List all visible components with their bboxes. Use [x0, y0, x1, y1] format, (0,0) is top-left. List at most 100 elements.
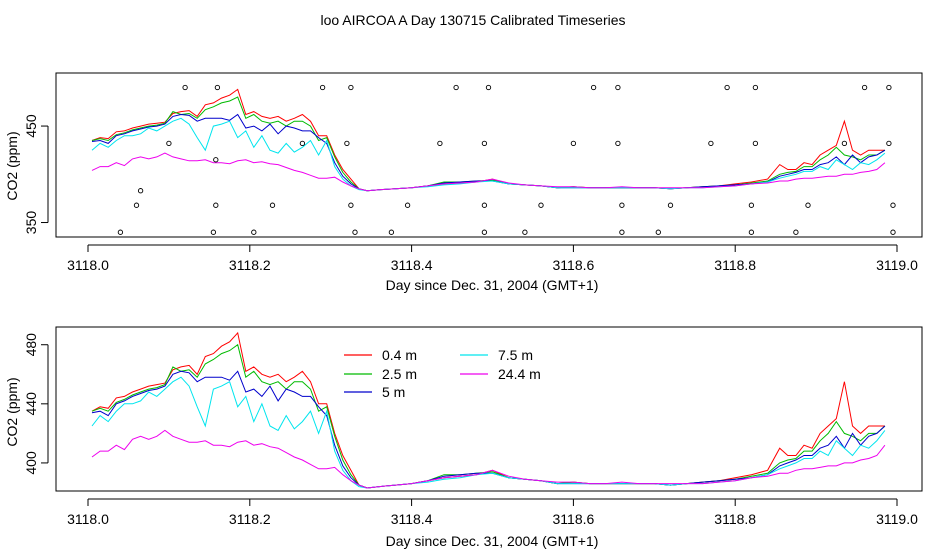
marker-point [137, 188, 144, 194]
y-tick-label: 350 [23, 211, 39, 235]
marker-point [485, 84, 492, 91]
top-series-group [91, 88, 886, 192]
x-tick-label: 3118.0 [67, 511, 109, 527]
marker-point [481, 140, 488, 147]
series-line-2-5-m [91, 96, 886, 192]
series-line-0-4-m [91, 88, 885, 192]
y-tick-label: 480 [23, 333, 39, 357]
marker-point [538, 202, 544, 208]
bottom-y-axis: 400 440 480 [23, 333, 49, 475]
marker-point [886, 140, 892, 147]
bottom-x-axis: 3118.0 3118.2 3118.4 3118.6 3118.8 3119.0 [67, 498, 918, 527]
marker-point [117, 229, 124, 235]
x-tick-label: 3118.2 [229, 257, 271, 273]
series-line-0-4-m [91, 331, 885, 489]
x-tick-label: 3118.8 [714, 257, 756, 273]
bottom-y-axis-label: CO2 (ppm) [4, 377, 20, 446]
x-tick-label: 3119.0 [876, 511, 918, 527]
series-line-24-4-m [91, 152, 886, 192]
marker-point [269, 202, 276, 208]
marker-point [352, 229, 358, 235]
x-tick-label: 3118.0 [67, 257, 109, 273]
bottom-series-group [91, 331, 886, 489]
marker-point [344, 140, 350, 147]
marker-point [214, 84, 221, 91]
series-line-2-5-m [91, 343, 886, 489]
marker-point [619, 229, 625, 235]
x-tick-label: 3118.8 [714, 511, 756, 527]
top-panel: 3118.0 3118.2 3118.4 3118.6 3118.8 3119.0 350… [4, 72, 923, 293]
marker-point [522, 229, 528, 235]
marker-point [841, 140, 848, 147]
marker-point [388, 229, 395, 235]
marker-point [590, 84, 597, 91]
marker-point [752, 84, 759, 91]
marker-point [708, 140, 714, 147]
marker-point [404, 202, 411, 208]
y-tick-label: 440 [23, 392, 39, 416]
marker-point [890, 229, 896, 235]
marker-point [619, 202, 625, 208]
marker-point [348, 84, 354, 91]
marker-point [655, 229, 661, 235]
marker-point [615, 140, 621, 147]
marker-point [667, 202, 674, 208]
top-x-axis: 3118.0 3118.2 3118.4 3118.6 3118.8 3119.0 [67, 244, 918, 273]
marker-point [615, 84, 621, 91]
marker-point [210, 229, 217, 235]
x-tick-label: 3118.4 [391, 257, 433, 273]
marker-point [213, 202, 219, 208]
marker-point [805, 202, 811, 208]
marker-point [481, 229, 488, 235]
legend-label: 0.4 m [382, 347, 417, 363]
marker-point [890, 202, 896, 208]
bottom-plot-frame [55, 326, 923, 492]
marker-point [793, 229, 799, 235]
marker-point [133, 202, 140, 208]
bottom-panel: 3118.0 3118.2 3118.4 3118.6 3118.8 3119.0 400… [4, 326, 923, 549]
legend-item: 5 m [344, 384, 405, 400]
top-x-axis-label: Day since Dec. 31, 2004 (GMT+1) [386, 277, 599, 293]
legend-item: 0.4 m [344, 347, 417, 363]
top-plot-frame [55, 72, 923, 238]
marker-point [752, 140, 759, 147]
marker-point [299, 140, 306, 147]
marker-point [437, 140, 443, 147]
marker-point [166, 140, 172, 147]
y-tick-label: 450 [23, 114, 39, 138]
marker-point [481, 202, 488, 208]
legend-item: 7.5 m [460, 347, 533, 363]
legend-label: 5 m [382, 384, 405, 400]
legend-item: 24.4 m [460, 366, 541, 382]
x-tick-label: 3118.6 [553, 257, 595, 273]
x-tick-label: 3118.2 [229, 511, 271, 527]
marker-point [319, 84, 326, 91]
marker-point [213, 157, 219, 163]
x-tick-label: 3118.4 [391, 511, 433, 527]
legend-label: 7.5 m [498, 347, 533, 363]
x-tick-label: 3119.0 [876, 257, 918, 273]
marker-point [861, 84, 868, 91]
marker-point [748, 202, 755, 208]
top-y-axis-label: CO2 (ppm) [4, 131, 20, 200]
series-line-24-4-m [91, 429, 886, 489]
marker-point [748, 229, 755, 235]
marker-point [886, 84, 892, 91]
marker-point [724, 84, 730, 91]
top-marker-group [117, 84, 896, 235]
x-tick-label: 3118.6 [553, 511, 595, 527]
legend: 0.4 m 2.5 m 5 m 7.5 m 24.4 m [344, 347, 541, 400]
marker-point [182, 84, 188, 91]
legend-label: 2.5 m [382, 366, 417, 382]
marker-point [570, 140, 577, 147]
y-tick-label: 400 [23, 451, 39, 475]
bottom-x-axis-label: Day since Dec. 31, 2004 (GMT+1) [386, 533, 599, 549]
top-y-axis: 350 450 [23, 114, 49, 235]
marker-point [348, 202, 354, 208]
marker-point [251, 229, 257, 235]
chart-title: loo AIRCOA A Day 130715 Calibrated Times… [320, 12, 625, 28]
marker-point [453, 84, 459, 91]
legend-label: 24.4 m [498, 366, 541, 382]
